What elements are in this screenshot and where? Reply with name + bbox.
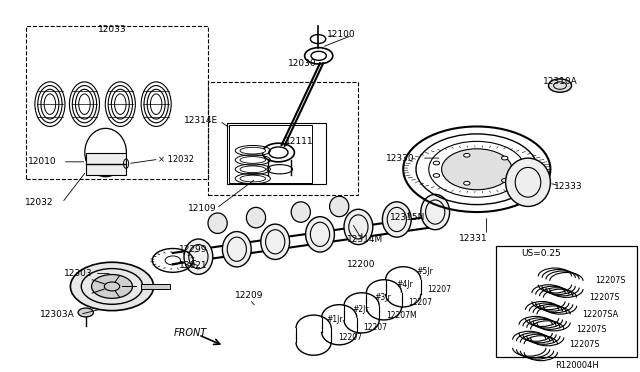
Bar	[26, 26, 208, 179]
Circle shape	[433, 174, 440, 177]
Text: US=0.25: US=0.25	[521, 249, 561, 258]
Text: 12207SA: 12207SA	[582, 310, 618, 319]
Bar	[208, 82, 358, 195]
Ellipse shape	[150, 94, 162, 115]
Text: 12030: 12030	[287, 59, 316, 68]
Ellipse shape	[44, 94, 56, 115]
Text: R120004H: R120004H	[555, 361, 598, 370]
Text: 12207: 12207	[364, 323, 388, 332]
Text: 12100: 12100	[327, 31, 355, 39]
Text: 12032: 12032	[26, 198, 54, 207]
Circle shape	[92, 275, 132, 298]
Text: 12209: 12209	[236, 291, 264, 300]
Text: 12315N: 12315N	[390, 213, 426, 222]
Ellipse shape	[240, 157, 266, 163]
Circle shape	[70, 262, 154, 311]
Ellipse shape	[291, 202, 310, 222]
Text: 12207S: 12207S	[576, 325, 607, 334]
Text: #5Jr: #5Jr	[416, 267, 433, 276]
Circle shape	[518, 167, 525, 171]
Text: 12299: 12299	[179, 245, 207, 254]
Text: 12207: 12207	[338, 333, 362, 342]
Text: 12207S: 12207S	[570, 340, 600, 349]
Text: 12314M: 12314M	[347, 235, 383, 244]
Text: 12200: 12200	[348, 260, 376, 269]
Text: 12207S: 12207S	[589, 293, 620, 302]
Text: 12303: 12303	[64, 269, 92, 278]
Ellipse shape	[306, 217, 334, 252]
Text: #1Jr: #1Jr	[326, 315, 343, 324]
Text: 12010: 12010	[28, 157, 56, 166]
Ellipse shape	[223, 231, 252, 267]
Text: 12207: 12207	[408, 298, 433, 307]
Ellipse shape	[261, 224, 289, 260]
Ellipse shape	[208, 213, 227, 234]
Text: 12330: 12330	[386, 154, 415, 163]
Text: 12333: 12333	[554, 182, 582, 190]
Circle shape	[502, 179, 508, 182]
Text: #2Jr: #2Jr	[352, 305, 369, 314]
Ellipse shape	[344, 209, 372, 245]
Bar	[229, 125, 312, 183]
Text: 12109: 12109	[188, 204, 216, 213]
Text: 12207M: 12207M	[386, 311, 417, 320]
Text: 13021: 13021	[179, 262, 207, 270]
Text: 12303A: 12303A	[40, 310, 75, 319]
Text: 12033: 12033	[98, 25, 126, 34]
Ellipse shape	[79, 94, 90, 115]
Ellipse shape	[115, 94, 126, 115]
Text: 12331: 12331	[460, 234, 488, 243]
Text: × 12032: × 12032	[158, 155, 194, 164]
Ellipse shape	[330, 196, 349, 217]
Circle shape	[502, 156, 508, 160]
Bar	[141, 284, 170, 289]
Circle shape	[433, 161, 440, 165]
Text: 12314E: 12314E	[184, 116, 218, 125]
Bar	[227, 123, 326, 184]
Circle shape	[463, 182, 470, 185]
Text: 12111: 12111	[285, 137, 314, 146]
Ellipse shape	[246, 208, 266, 228]
Circle shape	[78, 308, 93, 317]
Circle shape	[518, 167, 525, 171]
Text: #4Jr: #4Jr	[397, 280, 413, 289]
Text: 12310A: 12310A	[543, 77, 577, 86]
Text: FRONT: FRONT	[174, 328, 207, 338]
Ellipse shape	[506, 158, 550, 206]
Ellipse shape	[184, 239, 212, 275]
Text: 12207: 12207	[428, 285, 452, 294]
Ellipse shape	[383, 202, 412, 237]
Text: 12207S: 12207S	[595, 276, 626, 285]
Bar	[86, 153, 126, 175]
Bar	[496, 246, 637, 357]
Ellipse shape	[421, 195, 450, 230]
Ellipse shape	[240, 166, 266, 173]
Circle shape	[548, 79, 572, 92]
Circle shape	[442, 149, 512, 190]
Text: #3Jr: #3Jr	[374, 293, 391, 302]
Ellipse shape	[240, 147, 266, 154]
Ellipse shape	[240, 175, 266, 182]
Circle shape	[463, 153, 470, 157]
